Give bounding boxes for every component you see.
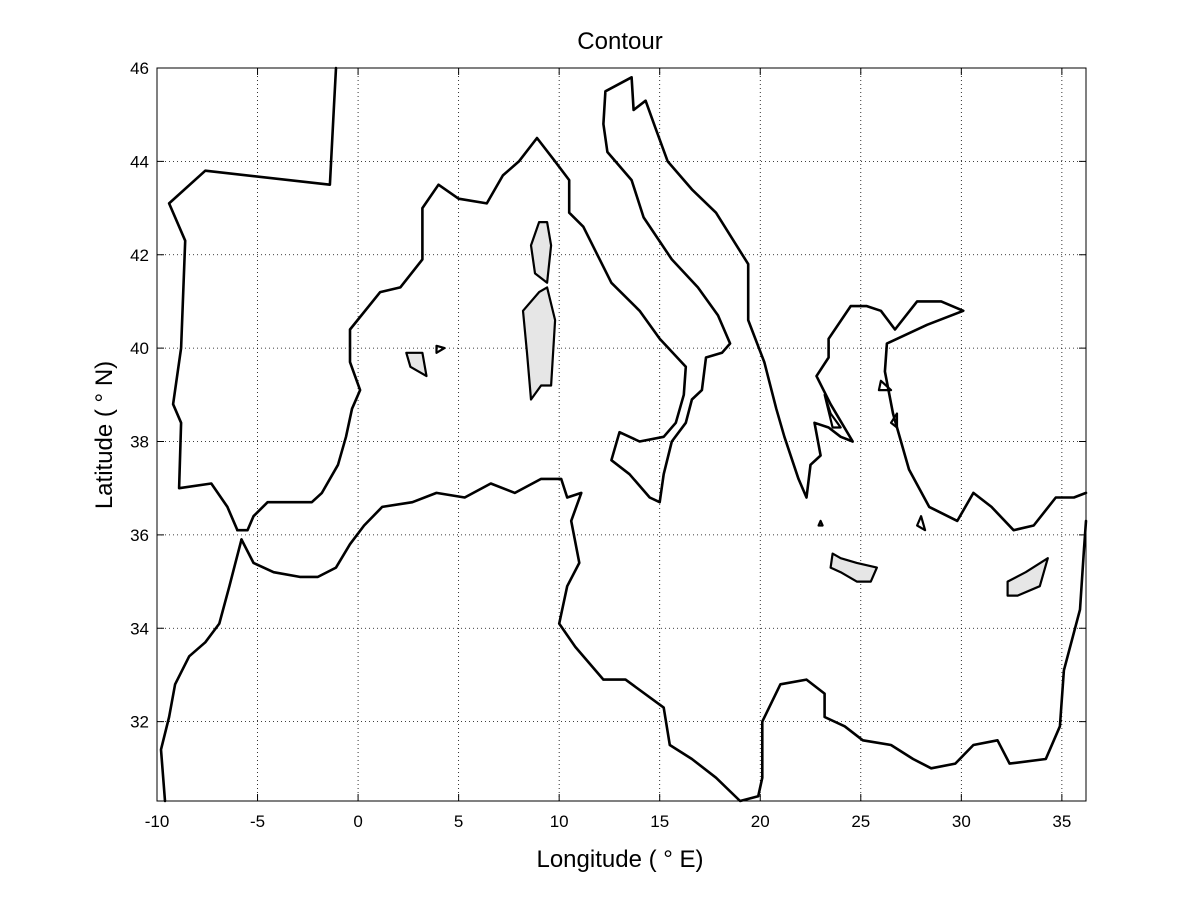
x-tick-label: 30 — [952, 812, 971, 831]
x-tick-label: -10 — [145, 812, 170, 831]
y-tick-label: 32 — [130, 713, 149, 732]
contour-sardinia — [523, 287, 555, 399]
chart-title: Contour — [577, 28, 662, 55]
contour-mallorca — [406, 353, 426, 376]
contour-corsica — [531, 222, 551, 283]
y-axis-label: Latitude ( ° N) — [91, 361, 118, 509]
y-tick-label: 44 — [130, 152, 149, 171]
x-tick-label: 0 — [353, 812, 362, 831]
x-tick-label: 35 — [1052, 812, 1071, 831]
x-tick-label: 15 — [650, 812, 669, 831]
y-tick-label: 34 — [130, 619, 149, 638]
contour-crete — [831, 554, 877, 582]
x-tick-label: 10 — [550, 812, 569, 831]
x-tick-label: -5 — [250, 812, 265, 831]
y-tick-label: 40 — [130, 339, 149, 358]
contour-africa-atlantic — [161, 540, 242, 802]
y-tick-label: 36 — [130, 526, 149, 545]
contour-med-north-west — [237, 77, 1086, 530]
x-axis-label: Longitude ( ° E) — [536, 846, 703, 873]
contour-menorca — [437, 346, 445, 353]
y-tick-label: 46 — [130, 59, 149, 78]
x-tick-label: 25 — [851, 812, 870, 831]
y-tick-label: 42 — [130, 246, 149, 265]
contour-lines — [161, 68, 1086, 801]
y-tick-label: 38 — [130, 433, 149, 452]
x-tick-labels: -10 -5 0 5 10 15 20 25 30 35 — [145, 812, 1072, 831]
contour-cyprus — [1008, 558, 1048, 595]
x-tick-label: 20 — [751, 812, 770, 831]
contour-lesbos — [879, 381, 891, 390]
y-tick-labels: 32 34 36 38 40 42 44 46 — [130, 59, 149, 732]
contour-kythira — [819, 521, 823, 526]
contour-euboea — [825, 395, 841, 428]
contour-rhodes — [917, 516, 925, 530]
contour-iberia-west — [169, 68, 336, 530]
x-tick-label: 5 — [454, 812, 463, 831]
contour-med-south — [242, 479, 1087, 801]
